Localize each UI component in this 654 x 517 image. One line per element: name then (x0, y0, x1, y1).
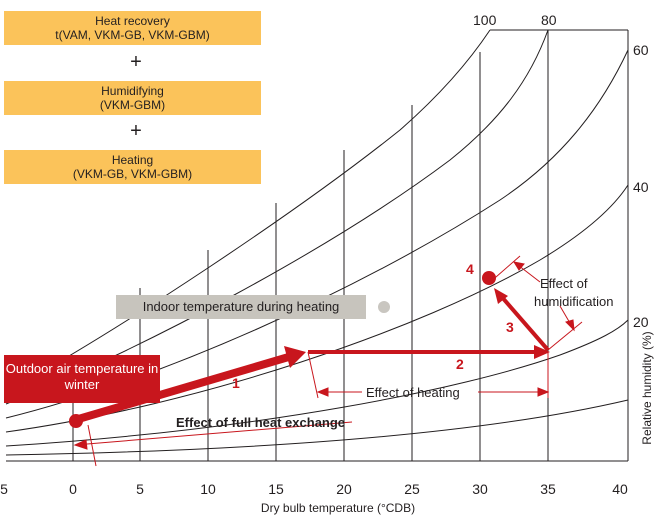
step-4-label: 4 (466, 261, 474, 277)
plus-sign-2: + (130, 120, 142, 142)
rh-label-40: 40 (633, 179, 649, 195)
x-tick-label: 35 (540, 481, 556, 497)
x-tick-labels: 5 0 5 10 15 20 25 30 35 40 (0, 481, 628, 497)
rh-curve-100 (5, 29, 491, 393)
outdoor-temperature-label: Outdoor air temperature in winter (4, 355, 160, 403)
humid-dim-arrow-top (512, 261, 525, 271)
humidifying-box: Humidifying (VKM-GBM) (4, 81, 261, 115)
rh-label-100: 100 (473, 12, 497, 28)
humid-dim-arrow-bottom (565, 319, 575, 332)
rh-curve-20 (5, 319, 629, 447)
rh-label-60: 60 (633, 42, 649, 58)
x-tick-label: 20 (336, 481, 352, 497)
effect-humid-label-1: Effect of (540, 276, 588, 291)
y-axis-title: Relative humidity (%) (640, 331, 654, 444)
indoor-target-dot (378, 301, 390, 313)
arrow-step-1-head (284, 346, 306, 368)
heat-recovery-box: Heat recovery t(VAM, VKM-GB, VKM-GBM) (4, 11, 261, 45)
step-1-label: 1 (232, 375, 240, 391)
full-exchange-tick-left (87, 424, 97, 467)
x-tick-label: 40 (612, 481, 628, 497)
heating-dim-arrow-left (316, 387, 329, 397)
process-arrows (73, 288, 550, 424)
plus-sign-1: + (130, 51, 142, 73)
outdoor-line-1: Outdoor air (5, 361, 71, 376)
heating-dim-arrow-right (537, 387, 550, 397)
x-tick-label: 5 (0, 481, 8, 497)
humidifying-title: Humidifying (101, 84, 164, 98)
heat-recovery-subtitle: t(VAM, VKM-GB, VKM-GBM) (55, 28, 210, 42)
arrow-step-3-head (494, 288, 508, 304)
x-tick-label: 0 (69, 481, 77, 497)
rh-label-80: 80 (541, 12, 557, 28)
indoor-temperature-label: Indoor temperature during heating (116, 295, 366, 319)
outdoor-point (69, 414, 83, 428)
x-axis-title: Dry bulb temperature (°CDB) (261, 501, 415, 515)
humidifying-subtitle: (VKM-GBM) (99, 98, 166, 112)
full-exchange-arrow-line (74, 421, 353, 446)
x-tick-label: 10 (200, 481, 216, 497)
arrow-step-3 (499, 294, 550, 352)
heating-subtitle: (VKM-GB, VKM-GBM) (72, 167, 193, 181)
x-tick-label: 15 (268, 481, 284, 497)
rh-curve-40 (5, 184, 629, 433)
x-tick-label: 30 (472, 481, 488, 497)
humid-tick-bottom (547, 321, 583, 351)
x-tick-label: 5 (136, 481, 144, 497)
effect-heating-label: Effect of heating (366, 385, 460, 400)
step-3-label: 3 (506, 319, 514, 335)
arrow-step-2-head (534, 345, 550, 359)
arrow-step-1 (73, 352, 294, 424)
rh-curve-10 (5, 399, 629, 456)
outdoor-line-2: temperature in winter (64, 361, 159, 392)
x-tick-label: 25 (404, 481, 420, 497)
heating-tick-left (307, 351, 319, 399)
rh-label-20: 20 (633, 314, 649, 330)
heating-box: Heating (VKM-GB, VKM-GBM) (4, 150, 261, 184)
annotation-lines (73, 255, 583, 467)
full-exchange-arrowhead (73, 439, 88, 450)
heat-recovery-title: Heat recovery (95, 14, 170, 28)
effect-humid-label-2: humidification (534, 294, 614, 309)
indoor-point-4 (482, 271, 496, 285)
step-2-label: 2 (456, 356, 464, 372)
effect-full-label: Effect of full heat exchange (176, 415, 345, 430)
heating-title: Heating (111, 153, 154, 167)
